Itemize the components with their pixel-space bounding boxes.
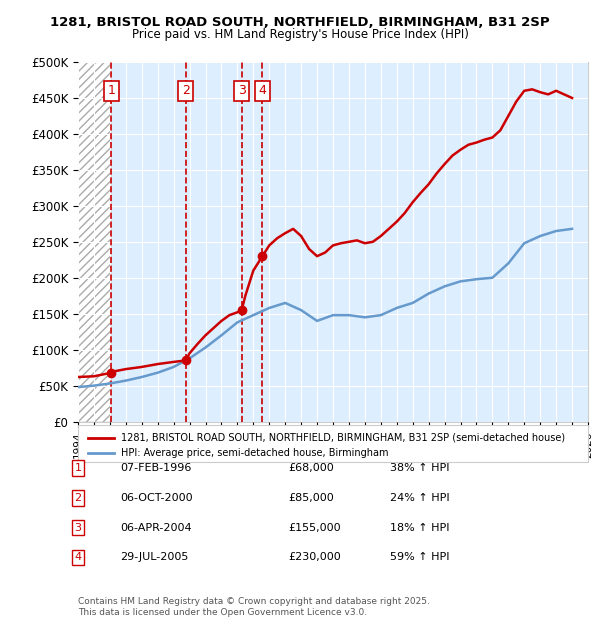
Text: £85,000: £85,000 <box>288 493 334 503</box>
Text: HPI: Average price, semi-detached house, Birmingham: HPI: Average price, semi-detached house,… <box>121 448 389 458</box>
Text: 3: 3 <box>238 84 245 97</box>
Text: 4: 4 <box>74 552 82 562</box>
Text: 1281, BRISTOL ROAD SOUTH, NORTHFIELD, BIRMINGHAM, B31 2SP: 1281, BRISTOL ROAD SOUTH, NORTHFIELD, BI… <box>50 16 550 29</box>
Text: 4: 4 <box>259 84 266 97</box>
Text: 3: 3 <box>74 523 82 533</box>
FancyBboxPatch shape <box>78 425 588 462</box>
Text: 1: 1 <box>74 463 82 473</box>
Text: 07-FEB-1996: 07-FEB-1996 <box>120 463 191 473</box>
Text: £230,000: £230,000 <box>288 552 341 562</box>
Text: 1281, BRISTOL ROAD SOUTH, NORTHFIELD, BIRMINGHAM, B31 2SP (semi-detached house): 1281, BRISTOL ROAD SOUTH, NORTHFIELD, BI… <box>121 433 565 443</box>
Text: 29-JUL-2005: 29-JUL-2005 <box>120 552 188 562</box>
Bar <box>78 62 112 422</box>
Text: 06-OCT-2000: 06-OCT-2000 <box>120 493 193 503</box>
Text: 2: 2 <box>74 493 82 503</box>
Text: 18% ↑ HPI: 18% ↑ HPI <box>390 523 449 533</box>
Bar <box>78 62 112 422</box>
Text: Contains HM Land Registry data © Crown copyright and database right 2025.
This d: Contains HM Land Registry data © Crown c… <box>78 598 430 617</box>
Text: 24% ↑ HPI: 24% ↑ HPI <box>390 493 449 503</box>
Text: 59% ↑ HPI: 59% ↑ HPI <box>390 552 449 562</box>
Text: 1: 1 <box>107 84 115 97</box>
Text: 06-APR-2004: 06-APR-2004 <box>120 523 191 533</box>
Text: Price paid vs. HM Land Registry's House Price Index (HPI): Price paid vs. HM Land Registry's House … <box>131 28 469 41</box>
Text: £155,000: £155,000 <box>288 523 341 533</box>
Text: £68,000: £68,000 <box>288 463 334 473</box>
Text: 38% ↑ HPI: 38% ↑ HPI <box>390 463 449 473</box>
Text: 2: 2 <box>182 84 190 97</box>
